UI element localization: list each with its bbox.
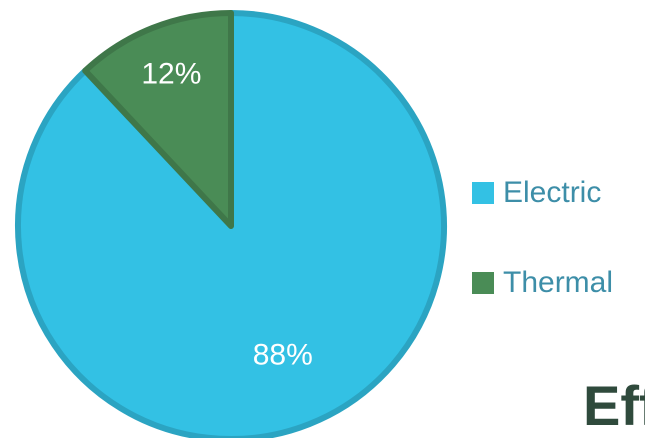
legend-label: Thermal — [503, 266, 613, 299]
legend-swatch — [472, 272, 494, 294]
legend-swatch — [472, 182, 494, 204]
pie-slice — [15, 10, 447, 438]
legend-label: Electric — [503, 176, 601, 209]
pie-slice — [82, 10, 234, 229]
data-label: 12% — [141, 57, 201, 90]
logo: Eff — [583, 374, 645, 437]
data-label: 88% — [253, 339, 313, 372]
